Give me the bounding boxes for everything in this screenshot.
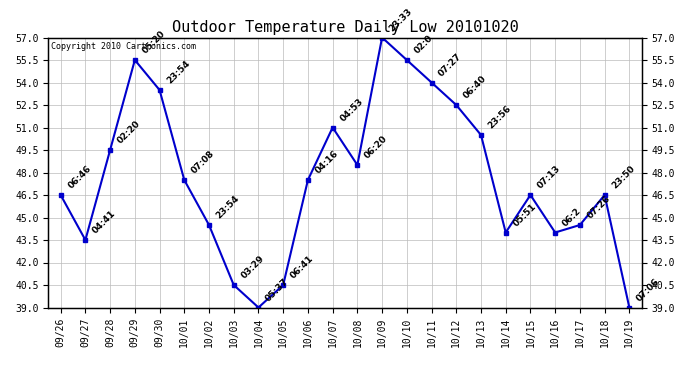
Text: 05:51: 05:51 xyxy=(511,202,538,228)
Text: 06:20: 06:20 xyxy=(363,134,389,161)
Text: 02:0: 02:0 xyxy=(413,34,435,56)
Text: 05:37: 05:37 xyxy=(264,277,290,303)
Text: 23:54: 23:54 xyxy=(165,59,192,86)
Text: 23:33: 23:33 xyxy=(388,7,414,33)
Text: 06:46: 06:46 xyxy=(66,164,93,191)
Text: 23:54: 23:54 xyxy=(215,194,242,221)
Text: 06:41: 06:41 xyxy=(288,254,315,281)
Title: Outdoor Temperature Daily Low 20101020: Outdoor Temperature Daily Low 20101020 xyxy=(172,20,518,35)
Text: Copyright 2010 Cartronics.com: Copyright 2010 Cartronics.com xyxy=(51,42,196,51)
Text: 06:2: 06:2 xyxy=(561,206,583,228)
Text: 07:26: 07:26 xyxy=(585,194,612,221)
Text: 23:50: 23:50 xyxy=(610,164,637,191)
Text: 07:13: 07:13 xyxy=(536,164,562,191)
Text: 04:41: 04:41 xyxy=(91,209,117,236)
Text: 05:20: 05:20 xyxy=(140,29,167,56)
Text: 02:20: 02:20 xyxy=(116,119,142,146)
Text: 07:27: 07:27 xyxy=(437,52,464,78)
Text: 03:29: 03:29 xyxy=(239,254,266,281)
Text: 07:08: 07:08 xyxy=(190,149,217,176)
Text: 06:40: 06:40 xyxy=(462,74,489,101)
Text: 07:06: 07:06 xyxy=(635,277,662,303)
Text: 04:53: 04:53 xyxy=(338,97,365,123)
Text: 23:56: 23:56 xyxy=(486,104,513,131)
Text: 04:16: 04:16 xyxy=(313,149,340,176)
